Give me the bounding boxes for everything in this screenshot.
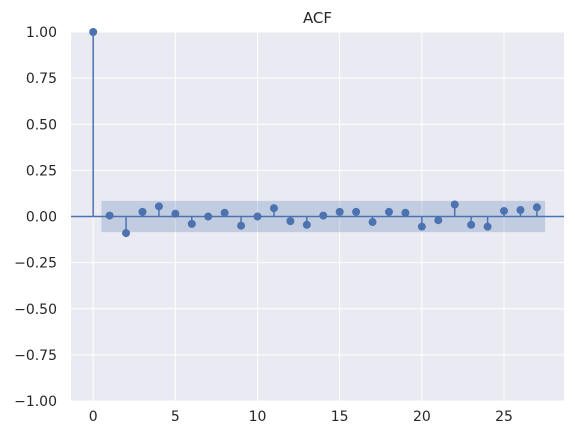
acf-point (467, 220, 476, 229)
acf-point (335, 207, 344, 216)
acf-point (516, 206, 525, 215)
y-tick-label: 0.25 (26, 163, 57, 179)
acf-point (105, 211, 114, 220)
y-tick-label: 0.50 (26, 117, 57, 133)
acf-point (204, 212, 213, 221)
y-tick-label: −0.25 (14, 256, 57, 272)
x-tick-label: 0 (89, 409, 98, 425)
y-tick-labels: −1.00 −0.75 −0.50 −0.25 0.00 0.25 0.50 0.75 1.00 (14, 25, 57, 410)
y-tick-label: −0.75 (14, 348, 57, 364)
acf-point (253, 212, 262, 221)
chart-title: ACF (303, 9, 332, 27)
acf-point (319, 211, 328, 220)
acf-point (220, 208, 229, 217)
acf-point (500, 206, 509, 215)
acf-point (89, 28, 98, 36)
acf-point (154, 202, 163, 211)
x-tick-label: 25 (495, 409, 513, 425)
acf-point (532, 203, 541, 212)
x-tick-label: 20 (413, 409, 431, 425)
acf-point (138, 207, 147, 216)
acf-point (434, 216, 443, 225)
acf-point (187, 219, 196, 228)
markers (89, 28, 541, 238)
acf-point (401, 208, 410, 217)
y-tick-label: 0.75 (26, 71, 57, 87)
acf-point (417, 222, 426, 231)
acf-point (483, 222, 492, 231)
acf-point (302, 220, 311, 229)
acf-point (368, 218, 377, 227)
y-tick-label: 1.00 (26, 25, 57, 41)
y-tick-label: 0.00 (26, 210, 57, 226)
acf-point (269, 204, 278, 213)
acf-point (384, 207, 393, 216)
acf-point (450, 200, 459, 209)
acf-point (237, 221, 246, 230)
x-tick-label: 15 (331, 409, 349, 425)
acf-point (171, 209, 180, 218)
acf-point (352, 207, 361, 216)
x-tick-label: 5 (171, 409, 180, 425)
x-tick-label: 10 (249, 409, 267, 425)
y-tick-label: −0.50 (14, 302, 57, 318)
x-tick-labels: 0 5 10 15 20 25 (89, 409, 513, 425)
y-tick-label: −1.00 (14, 394, 57, 410)
acf-point (286, 217, 295, 226)
acf-point (122, 229, 131, 238)
